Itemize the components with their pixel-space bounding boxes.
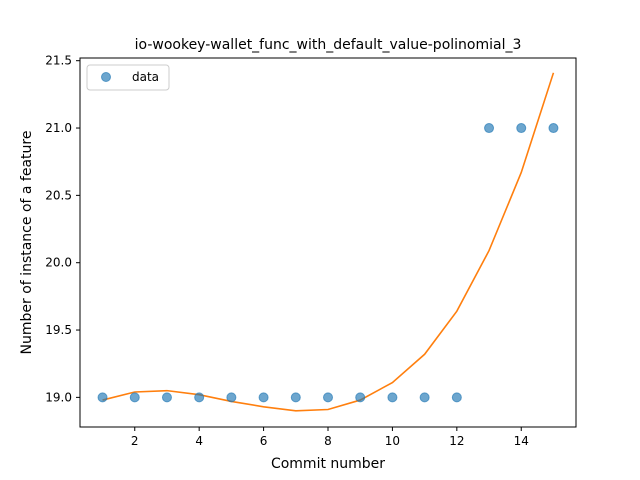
y-tick-label: 21.0: [45, 121, 72, 135]
plot-area: [97, 72, 559, 412]
data-point: [194, 392, 205, 403]
x-tick-label: 10: [385, 434, 400, 448]
y-tick-label: 20.0: [45, 256, 72, 270]
x-tick-label: 8: [324, 434, 332, 448]
x-tick-label: 4: [195, 434, 203, 448]
x-tick-label: 6: [260, 434, 268, 448]
x-tick-label: 14: [514, 434, 529, 448]
axes-frame: [79, 57, 577, 428]
y-tick-label: 19.5: [45, 323, 72, 337]
legend-marker: [101, 72, 111, 82]
y-tick-label: 20.5: [45, 188, 72, 202]
data-point: [323, 392, 333, 403]
chart-title: io-wookey-wallet_func_with_default_value…: [135, 37, 522, 53]
data-point: [516, 123, 527, 134]
data-point: [451, 392, 462, 403]
legend-label: data: [132, 70, 159, 84]
x-tick-label: 12: [449, 434, 464, 448]
fit-line: [102, 72, 555, 412]
x-axis-title: Commit number: [271, 456, 385, 472]
data-point: [97, 392, 108, 403]
data-point: [548, 123, 559, 134]
data-point: [355, 392, 366, 403]
data-point: [258, 392, 269, 403]
data-point: [290, 392, 301, 403]
x-tick-label: 2: [131, 434, 139, 448]
legend: data: [86, 64, 170, 91]
data-point: [419, 392, 430, 403]
data-point: [387, 392, 398, 403]
y-axis: 19.0 19.5 20.0 20.5 21.0 21.5: [45, 54, 80, 404]
data-point: [161, 392, 172, 403]
y-tick-label: 19.0: [45, 390, 72, 404]
data-point: [226, 392, 237, 403]
data-point: [484, 123, 495, 134]
y-axis-title: Number of instance of a feature: [19, 131, 35, 355]
y-tick-label: 21.5: [45, 54, 72, 68]
legend-box: [86, 64, 170, 91]
data-point: [129, 392, 140, 403]
x-axis: 2 4 6 8 10 12 14: [131, 427, 529, 448]
